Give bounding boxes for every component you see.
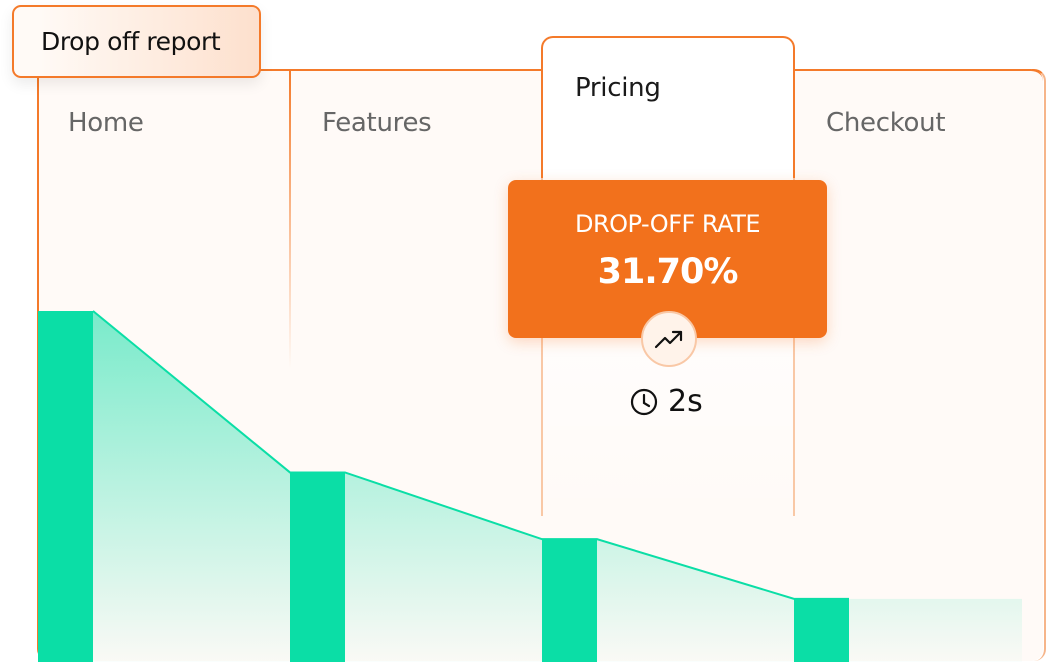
- column-label-checkout: Checkout: [826, 108, 946, 138]
- time-value: 2s: [668, 384, 703, 419]
- bar-home[interactable]: [38, 311, 93, 662]
- column-divider: [289, 69, 291, 369]
- chart-card-edge: [1032, 69, 1046, 661]
- trend-up-button[interactable]: [641, 311, 697, 367]
- column-label-features: Features: [322, 108, 432, 138]
- time-on-page: 2s: [630, 384, 703, 419]
- bar-pricing[interactable]: [542, 539, 597, 662]
- column-label-pricing: Pricing: [575, 73, 661, 103]
- clock-icon: [630, 388, 658, 415]
- bar-checkout[interactable]: [794, 598, 849, 662]
- bar-features[interactable]: [290, 472, 345, 662]
- drop-off-rate-value: 31.70%: [597, 252, 739, 292]
- column-label-home: Home: [68, 108, 144, 138]
- report-title: Drop off report: [12, 5, 261, 78]
- trend-up-icon: [654, 330, 683, 349]
- drop-off-rate-label: DROP-OFF RATE: [574, 210, 761, 238]
